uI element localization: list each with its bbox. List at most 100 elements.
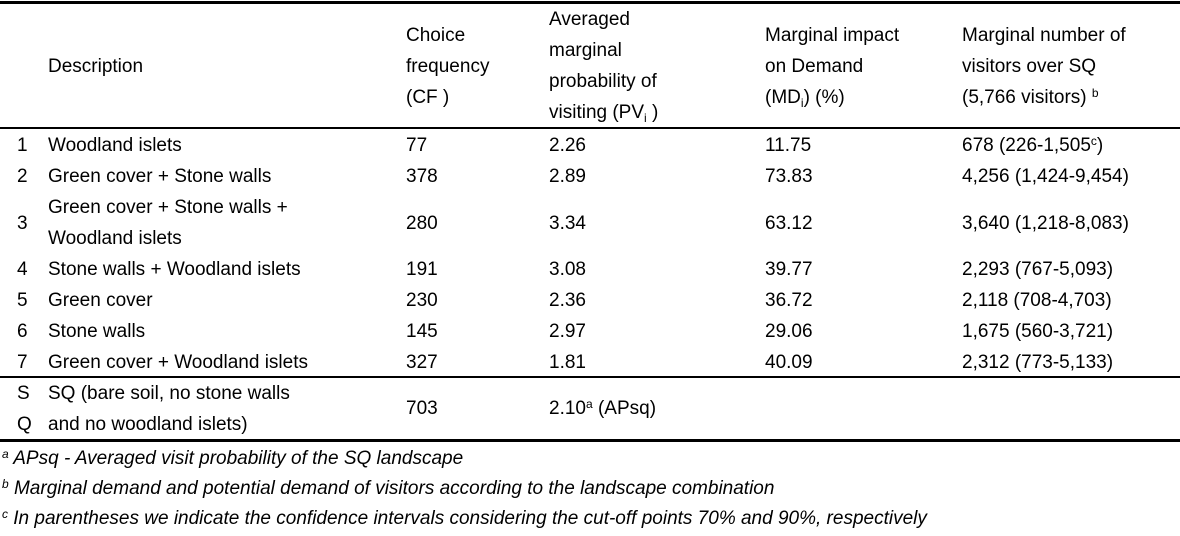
- row-pv: 2.97: [549, 321, 586, 342]
- row-description: Green cover + Stone walls: [48, 161, 271, 192]
- row-description: Green cover: [48, 285, 153, 316]
- header-text: visitors over SQ: [962, 55, 1097, 77]
- row-number: 3: [17, 212, 28, 234]
- header-text: on Demand: [765, 55, 864, 77]
- header-text: Choice: [406, 24, 466, 46]
- row-number: 4: [17, 259, 28, 280]
- cell-text: Stone walls + Woodland islets: [48, 259, 301, 280]
- header-text: (MD: [765, 86, 801, 108]
- row-pv: 3.34: [549, 212, 586, 234]
- header-text: Marginal impact: [765, 24, 900, 46]
- row-cf: 145: [406, 321, 438, 342]
- header-description: Description: [48, 4, 143, 128]
- cell-text: (APsq): [592, 398, 657, 419]
- row-md: 36.72: [765, 290, 813, 311]
- row-visitors: 2,293 (767-5,093): [962, 254, 1113, 285]
- row-description: Green cover + Stone walls + Woodland isle…: [48, 192, 288, 254]
- row-visitors: 678 (226-1,505c): [962, 130, 1103, 161]
- cell-text: SQ (bare soil, no stone walls: [48, 383, 290, 404]
- row-cf: 191: [406, 259, 438, 280]
- header-text: frequency: [406, 55, 490, 77]
- superscript: c: [1090, 134, 1097, 148]
- cell-text: Green cover: [48, 290, 153, 311]
- row-pv: 2.36: [549, 290, 586, 311]
- sq-rule: [0, 376, 1180, 378]
- row-pv: 3.08: [549, 259, 586, 280]
- cell-text: 678 (226-1,505: [962, 135, 1091, 156]
- row-number: 6: [17, 321, 28, 342]
- row-cf: 327: [406, 352, 438, 373]
- header-text: Averaged: [549, 9, 630, 30]
- row-cf: 703: [406, 398, 438, 419]
- row-pv: 1.81: [549, 352, 586, 373]
- footnote-mark: c: [2, 507, 8, 521]
- footnote-text: APsq - Averaged visit probability of the…: [8, 448, 464, 469]
- superscript: a: [585, 397, 593, 411]
- subscript: i: [800, 95, 804, 110]
- cell-text: and no woodland islets): [48, 414, 248, 435]
- row-md: 40.09: [765, 352, 813, 373]
- row-description: Green cover + Woodland islets: [48, 347, 308, 378]
- header-text: ) (%): [803, 86, 845, 108]
- row-description: Stone walls: [48, 316, 145, 347]
- header-text: (CF ): [406, 86, 450, 108]
- footnote-mark: b: [2, 477, 9, 491]
- row-description: Stone walls + Woodland islets: [48, 254, 301, 285]
- cell-text: 2,312 (773-5,133): [962, 352, 1114, 373]
- row-description: SQ (bare soil, no stone walls and no wood…: [48, 378, 290, 440]
- cell-text: Green cover + Stone walls: [48, 166, 272, 187]
- cell-text: Q: [17, 414, 32, 435]
- cell-text: 2.10: [549, 398, 586, 419]
- cell-text: ): [1096, 135, 1104, 156]
- header-marginal-impact: Marginal impact on Demand (MDi) (%): [765, 4, 899, 128]
- row-cf: 378: [406, 166, 438, 187]
- footnote-b: b Marginal demand and potential demand o…: [2, 474, 774, 504]
- header-text: Marginal number of: [962, 24, 1126, 46]
- row-visitors: 4,256 (1,424-9,454): [962, 161, 1129, 192]
- header-text: (5,766 visitors): [962, 86, 1092, 108]
- header-text: visiting (PV: [549, 102, 645, 123]
- cell-text: Woodland islets: [48, 135, 182, 156]
- row-pv: 2.26: [549, 135, 586, 156]
- cell-text: Green cover + Stone walls +: [48, 197, 288, 218]
- header-probability: Averaged marginal probability of visitin…: [549, 4, 658, 128]
- subscript: i: [644, 111, 647, 125]
- header-text: probability of: [549, 71, 657, 92]
- footnote-a: a APsq - Averaged visit probability of t…: [2, 444, 463, 474]
- row-number: 7: [17, 352, 28, 373]
- header-text: (MDi) (%): [765, 82, 899, 113]
- row-number: 1: [17, 135, 28, 156]
- header-rule: [0, 127, 1180, 129]
- footnote-mark: a: [2, 447, 9, 461]
- cell-text: 2,118 (708-4,703): [962, 290, 1112, 311]
- header-text: visiting (PVi ): [549, 97, 658, 128]
- bottom-rule: [0, 439, 1180, 442]
- row-visitors: 3,640 (1,218-8,083): [962, 208, 1129, 239]
- header-text: ): [646, 102, 659, 123]
- cell-text: Woodland islets: [48, 228, 182, 249]
- header-text: Description: [48, 55, 144, 77]
- cell-text: S: [17, 383, 30, 404]
- superscript: b: [1091, 85, 1099, 100]
- footnote-text: Marginal demand and potential demand of …: [8, 478, 775, 499]
- cell-text: 3,640 (1,218-8,083): [962, 212, 1129, 234]
- row-md: 63.12: [765, 212, 813, 234]
- row-cf: 280: [406, 212, 438, 234]
- row-md: 11.75: [765, 135, 812, 156]
- row-visitors: 2,118 (708-4,703): [962, 285, 1112, 316]
- row-number: 5: [17, 290, 28, 311]
- header-visitors: Marginal number of visitors over SQ (5,7…: [962, 4, 1126, 128]
- row-cf: 230: [406, 290, 438, 311]
- row-cf: 77: [406, 135, 428, 156]
- row-visitors: 2,312 (773-5,133): [962, 347, 1113, 378]
- row-description: Woodland islets: [48, 130, 182, 161]
- cell-text: 2,293 (767-5,093): [962, 259, 1114, 280]
- footnote-c: c In parentheses we indicate the confide…: [2, 504, 927, 534]
- row-md: 29.06: [765, 321, 813, 342]
- header-text: marginal: [549, 40, 622, 61]
- top-rule: [0, 1, 1180, 4]
- cell-text: Green cover + Woodland islets: [48, 352, 308, 373]
- cell-text: 4,256 (1,424-9,454): [962, 166, 1129, 187]
